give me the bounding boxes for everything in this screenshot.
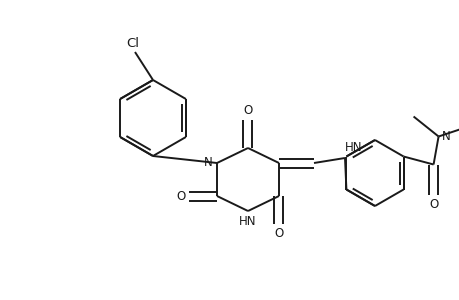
Text: N: N xyxy=(204,155,213,169)
Text: N: N xyxy=(441,130,449,143)
Text: O: O xyxy=(274,227,283,240)
Text: O: O xyxy=(243,104,252,117)
Text: HN: HN xyxy=(239,215,256,228)
Text: HN: HN xyxy=(344,141,362,154)
Text: O: O xyxy=(176,190,185,202)
Text: Cl: Cl xyxy=(126,37,139,50)
Text: O: O xyxy=(428,197,437,211)
